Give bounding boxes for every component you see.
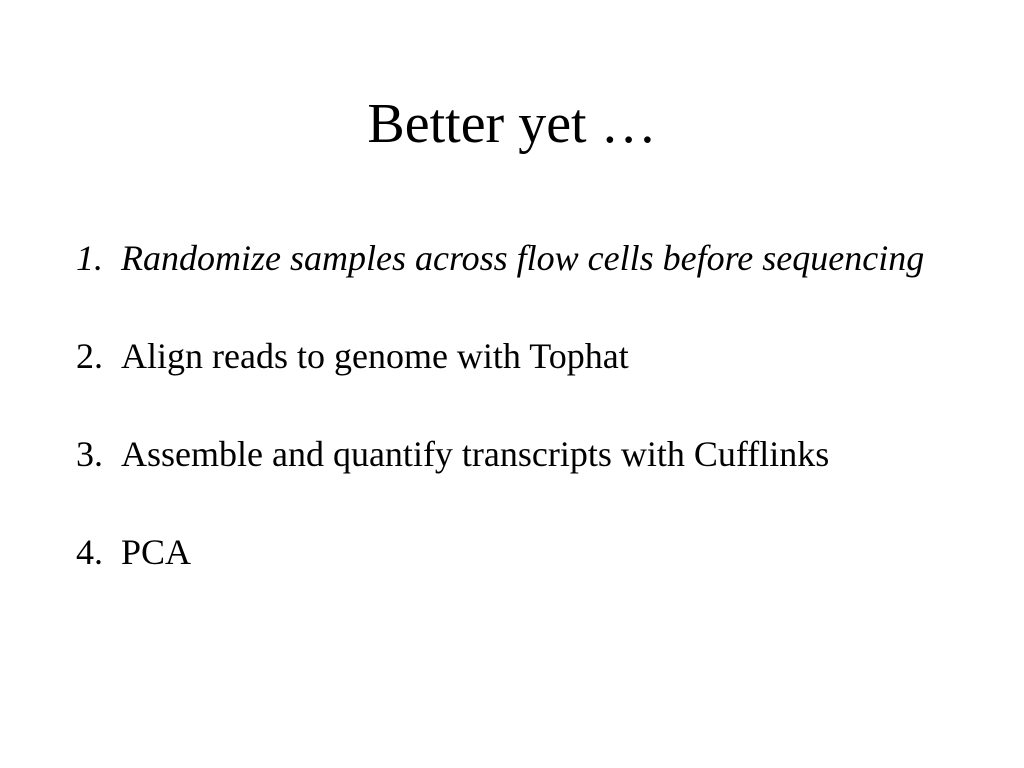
list-item-number: 1. xyxy=(76,238,103,278)
list-item-number: 4. xyxy=(76,532,103,572)
list-item: 4. PCA xyxy=(76,524,956,580)
list-item-text: Randomize samples across flow cells befo… xyxy=(121,238,925,278)
list-item-text: PCA xyxy=(121,532,192,572)
list-item-text: Align reads to genome with Tophat xyxy=(121,336,629,376)
list-item: 3. Assemble and quantify transcripts wit… xyxy=(76,426,956,482)
slide-title: Better yet … xyxy=(367,93,657,155)
list-item: 2. Align reads to genome with Tophat xyxy=(76,328,956,384)
list-item-text: Assemble and quantify transcripts with C… xyxy=(121,434,830,474)
list-item-number: 3. xyxy=(76,434,103,474)
numbered-list: 1. Randomize samples across flow cells b… xyxy=(76,230,956,580)
list-item-number: 2. xyxy=(76,336,103,376)
list-item: 1. Randomize samples across flow cells b… xyxy=(76,230,956,286)
